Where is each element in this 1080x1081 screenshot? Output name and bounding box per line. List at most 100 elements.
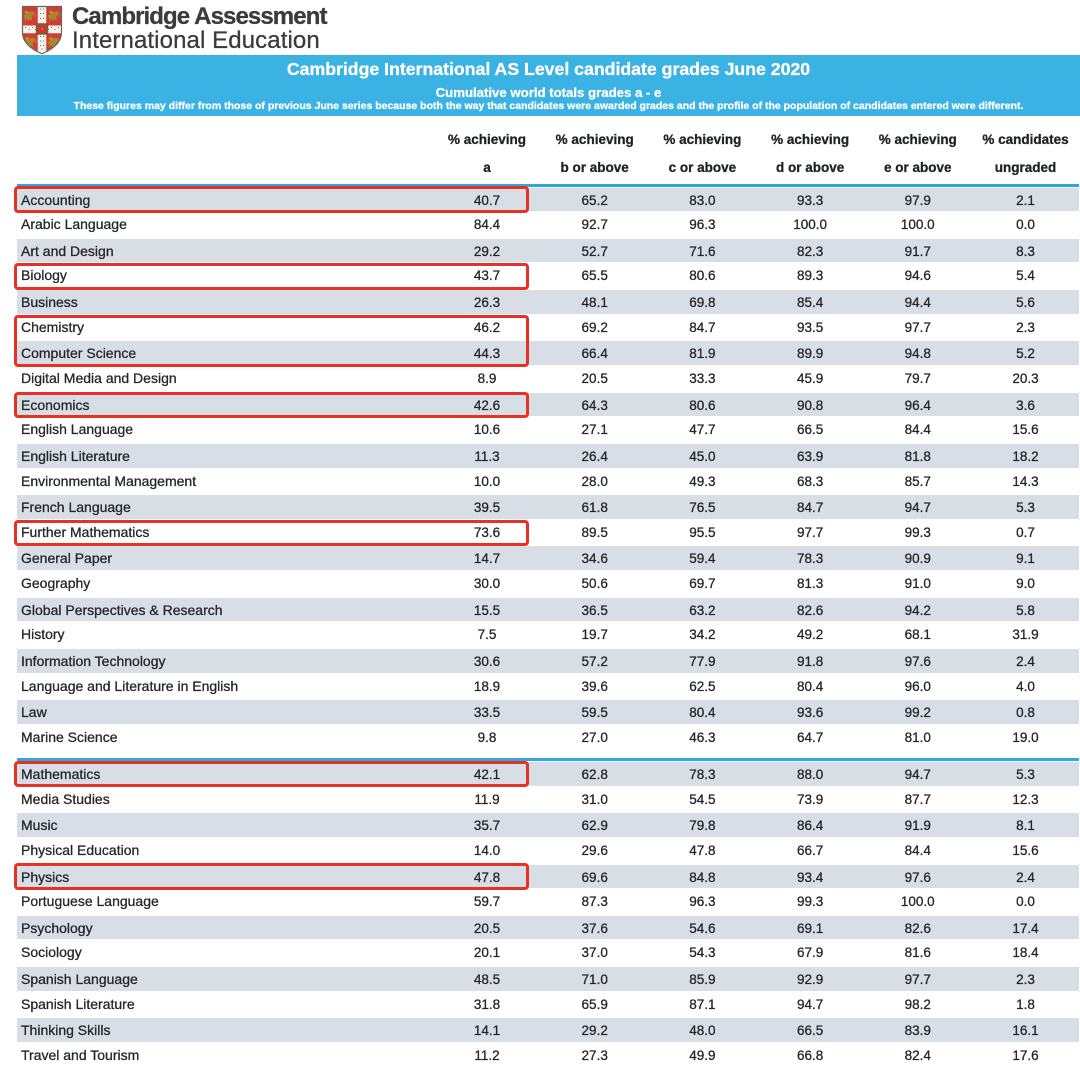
value-cell: 89.9	[796, 346, 824, 362]
value-cell: 91.9	[904, 818, 932, 834]
subject-cell: Marine Science	[21, 728, 118, 745]
value-cell: 68.3	[796, 473, 824, 489]
column-header: % achieving a	[422, 126, 552, 181]
column-header: % achieving c or above	[637, 126, 767, 181]
value-cell: 2.3	[1016, 319, 1035, 335]
subject-cell: Accounting	[21, 191, 91, 208]
subject-cell: Sociology	[21, 944, 82, 961]
subject-cell: Language and Literature in English	[21, 677, 239, 694]
value-cell: 66.5	[796, 422, 824, 438]
value-cell: 96.0	[904, 678, 932, 694]
value-cell: 43.7	[473, 268, 501, 284]
value-cell: 92.9	[796, 972, 824, 988]
subject-cell: Economics	[21, 396, 90, 413]
value-cell: 0.8	[1016, 705, 1035, 721]
column-header-line1: % achieving	[878, 132, 957, 147]
subject-cell: Geography	[21, 575, 91, 592]
table-section-2: Mathematics 42.1 62.8 78.3 88.0 94.7 5.3 Media …	[17, 761, 1079, 1069]
value-cell: 67.9	[796, 945, 824, 961]
value-cell: 16.1	[1012, 1023, 1039, 1039]
value-cell: 69.8	[689, 295, 716, 311]
value-cell: 49.3	[689, 473, 716, 489]
table-row: Media Studies 11.9 31.0 54.5 73.9 87.7 12.3	[17, 787, 1079, 813]
column-header-line2: d or above	[775, 159, 845, 175]
subject-cell: Chemistry	[21, 318, 85, 335]
value-cell: 30.0	[473, 576, 501, 592]
table-row: Computer Science 44.3 66.4 81.9 89.9 94.8 5.2	[17, 340, 1079, 366]
column-header-line1: % achieving	[555, 132, 634, 147]
value-cell: 97.7	[904, 972, 932, 988]
table-row: Mathematics 42.1 62.8 78.3 88.0 94.7 5.3	[17, 761, 1079, 787]
value-cell: 80.6	[689, 397, 716, 413]
table-row: Art and Design 29.2 52.7 71.6 82.3 91.7 8.3	[17, 237, 1079, 264]
value-cell: 48.5	[473, 972, 501, 988]
highlight-box	[14, 391, 529, 419]
value-cell: 97.6	[904, 869, 932, 885]
value-cell: 29.6	[581, 842, 608, 858]
value-cell: 63.2	[689, 602, 716, 618]
table-row: Physics 47.8 69.6 84.8 93.4 97.6 2.4	[17, 863, 1079, 890]
value-cell: 100.0	[900, 217, 935, 233]
value-cell: 90.9	[904, 551, 932, 567]
logo-line2: International Education	[72, 27, 320, 54]
column-header-line1: % achieving	[447, 132, 527, 147]
value-cell: 63.9	[796, 448, 824, 464]
table-row: Environmental Management 10.0 28.0 49.3 68.3…	[17, 469, 1079, 495]
value-cell: 77.9	[689, 654, 716, 670]
table-row: Chemistry 46.2 69.2 84.7 93.5 97.7 2.3	[17, 315, 1079, 341]
value-cell: 87.3	[581, 894, 608, 910]
value-cell: 10.6	[473, 422, 501, 438]
value-cell: 45.9	[796, 370, 824, 386]
value-cell: 5.4	[1016, 268, 1035, 284]
value-cell: 100.0	[900, 894, 935, 910]
value-cell: 15.6	[1012, 842, 1039, 858]
subject-cell: Travel and Tourism	[21, 1047, 140, 1064]
value-cell: 9.8	[477, 729, 497, 745]
column-header: % achieving e or above	[853, 126, 983, 181]
value-cell: 69.2	[581, 319, 608, 335]
value-cell: 47.7	[689, 422, 716, 438]
value-cell: 42.1	[473, 767, 501, 782]
value-cell: 35.7	[473, 818, 501, 834]
subject-cell: Spanish Literature	[21, 995, 135, 1012]
subject-cell: Media Studies	[21, 790, 110, 807]
column-header-line2: a	[483, 159, 491, 175]
table-row: Spanish Language 48.5 71.0 85.9 92.9 97.7 2.3	[17, 966, 1079, 992]
value-cell: 46.3	[689, 729, 716, 745]
value-cell: 92.7	[581, 217, 608, 233]
value-cell: 33.5	[473, 705, 501, 721]
value-cell: 27.1	[581, 422, 608, 438]
value-cell: 59.7	[473, 894, 501, 910]
logo-line1: Cambridge Assessment	[72, 3, 328, 30]
value-cell: 31.0	[581, 791, 608, 807]
value-cell: 66.5	[796, 1023, 824, 1039]
value-cell: 5.3	[1016, 767, 1035, 782]
value-cell: 45.0	[689, 448, 716, 464]
logo-text: Cambridge Assessment International Educa…	[72, 3, 328, 54]
value-cell: 81.6	[904, 945, 932, 961]
value-cell: 5.3	[1016, 500, 1035, 516]
value-cell: 64.3	[581, 397, 608, 413]
value-cell: 85.4	[796, 295, 824, 311]
subject-cell: Spanish Language	[21, 971, 138, 988]
value-cell: 69.1	[796, 920, 824, 936]
value-cell: 11.3	[474, 448, 500, 464]
value-cell: 88.0	[796, 767, 824, 782]
value-cell: 54.5	[689, 791, 716, 807]
subject-cell: Business	[21, 294, 78, 311]
banner-note: These figures may differ from those of p…	[73, 100, 1024, 112]
value-cell: 99.3	[796, 894, 824, 910]
value-cell: 62.9	[581, 818, 608, 834]
table-row: Geography 30.0 50.6 69.7 81.3 91.0 9.0	[17, 571, 1079, 597]
value-cell: 84.4	[904, 422, 932, 438]
value-cell: 20.5	[581, 370, 608, 386]
value-cell: 99.3	[904, 524, 932, 540]
table-row: Business 26.3 48.1 69.8 85.4 94.4 5.6	[17, 289, 1079, 315]
value-cell: 54.3	[689, 945, 716, 961]
value-cell: 20.1	[473, 945, 501, 961]
value-cell: 73.6	[473, 524, 501, 540]
value-cell: 83.9	[904, 1023, 932, 1039]
value-cell: 96.4	[904, 397, 932, 413]
value-cell: 94.7	[904, 767, 932, 782]
